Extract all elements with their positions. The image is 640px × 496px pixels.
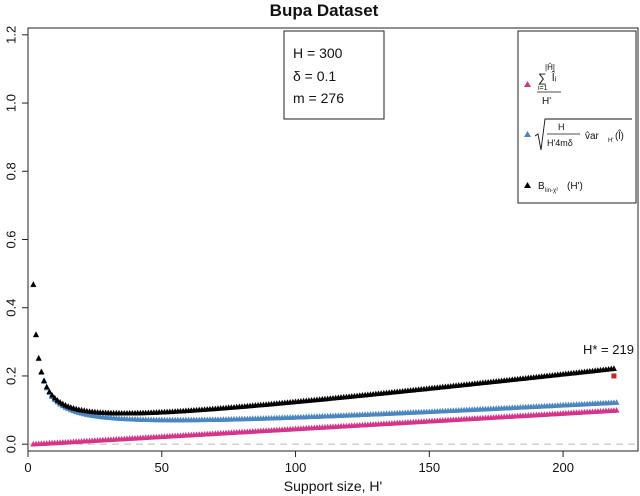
legend-penalty-term: v̂ar bbox=[585, 130, 600, 142]
x-tick-label: 200 bbox=[552, 460, 574, 475]
h-star-annotation: H* = 219 bbox=[583, 342, 634, 357]
y-tick-label: 0.0 bbox=[3, 435, 18, 453]
point-penalty bbox=[613, 399, 620, 405]
point-bound bbox=[30, 281, 37, 287]
legend-penalty-arg: (l̂) bbox=[615, 128, 624, 142]
h-star-marker bbox=[611, 373, 617, 379]
legend-empirical-sum: ∑ bbox=[538, 71, 547, 85]
legend-marker-bound bbox=[524, 182, 531, 188]
point-empirical bbox=[613, 407, 620, 413]
legend-penalty-sub: H' bbox=[608, 138, 613, 144]
point-bound bbox=[51, 394, 58, 401]
y-tick-label: 0.2 bbox=[3, 367, 18, 385]
y-tick-label: 0.4 bbox=[3, 299, 18, 317]
series-bound bbox=[30, 281, 617, 416]
legend-bound-text: B bbox=[538, 181, 545, 192]
legend-penalty-den: H'4mδ bbox=[547, 138, 573, 148]
legend-marker-penalty bbox=[524, 131, 531, 137]
legend-penalty-numerator: H bbox=[558, 122, 565, 132]
x-tick-label: 0 bbox=[24, 460, 31, 475]
x-axis-label: Support size, H' bbox=[284, 478, 382, 494]
legend: |Ĥ| ∑ l̂ᵢ i=1 H' H' H H'4mδ v̂ar H' (l̂)… bbox=[517, 30, 637, 204]
point-bound bbox=[35, 354, 42, 361]
point-bound bbox=[33, 331, 40, 337]
series-empirical bbox=[30, 407, 620, 447]
legend-penalty-sqrt-sign bbox=[534, 118, 632, 151]
legend-empirical-summand: l̂ᵢ bbox=[551, 70, 556, 84]
y-tick-label: 1.0 bbox=[3, 94, 18, 112]
param-m: m = 276 bbox=[293, 90, 344, 106]
param-delta: δ = 0.1 bbox=[293, 68, 336, 84]
point-bound bbox=[41, 377, 48, 383]
chart-title: Bupa Dataset bbox=[270, 1, 379, 20]
x-tick-label: 50 bbox=[155, 460, 169, 475]
params-box: H = 300 δ = 0.1 m = 276 bbox=[283, 30, 385, 120]
legend-empirical-den: H' bbox=[542, 96, 551, 107]
param-h: H = 300 bbox=[293, 45, 343, 61]
x-tick-label: 150 bbox=[418, 460, 440, 475]
legend-empirical-top: |Ĥ| bbox=[545, 63, 555, 72]
point-bound bbox=[49, 391, 56, 398]
legend-empirical-sub: i=1 bbox=[538, 85, 548, 92]
y-tick-label: 1.2 bbox=[3, 26, 18, 44]
point-bound bbox=[38, 368, 45, 375]
y-tick-label: 0.6 bbox=[3, 230, 18, 248]
y-tick-label: 0.8 bbox=[3, 162, 18, 180]
point-bound bbox=[46, 388, 53, 394]
legend-bound-arg: (H') bbox=[567, 181, 583, 192]
point-bound bbox=[610, 365, 617, 371]
legend-bound-sub: lin-χ² bbox=[545, 188, 558, 194]
point-bound bbox=[43, 383, 50, 390]
legend-marker-empirical bbox=[524, 81, 531, 87]
x-tick-label: 100 bbox=[285, 460, 307, 475]
